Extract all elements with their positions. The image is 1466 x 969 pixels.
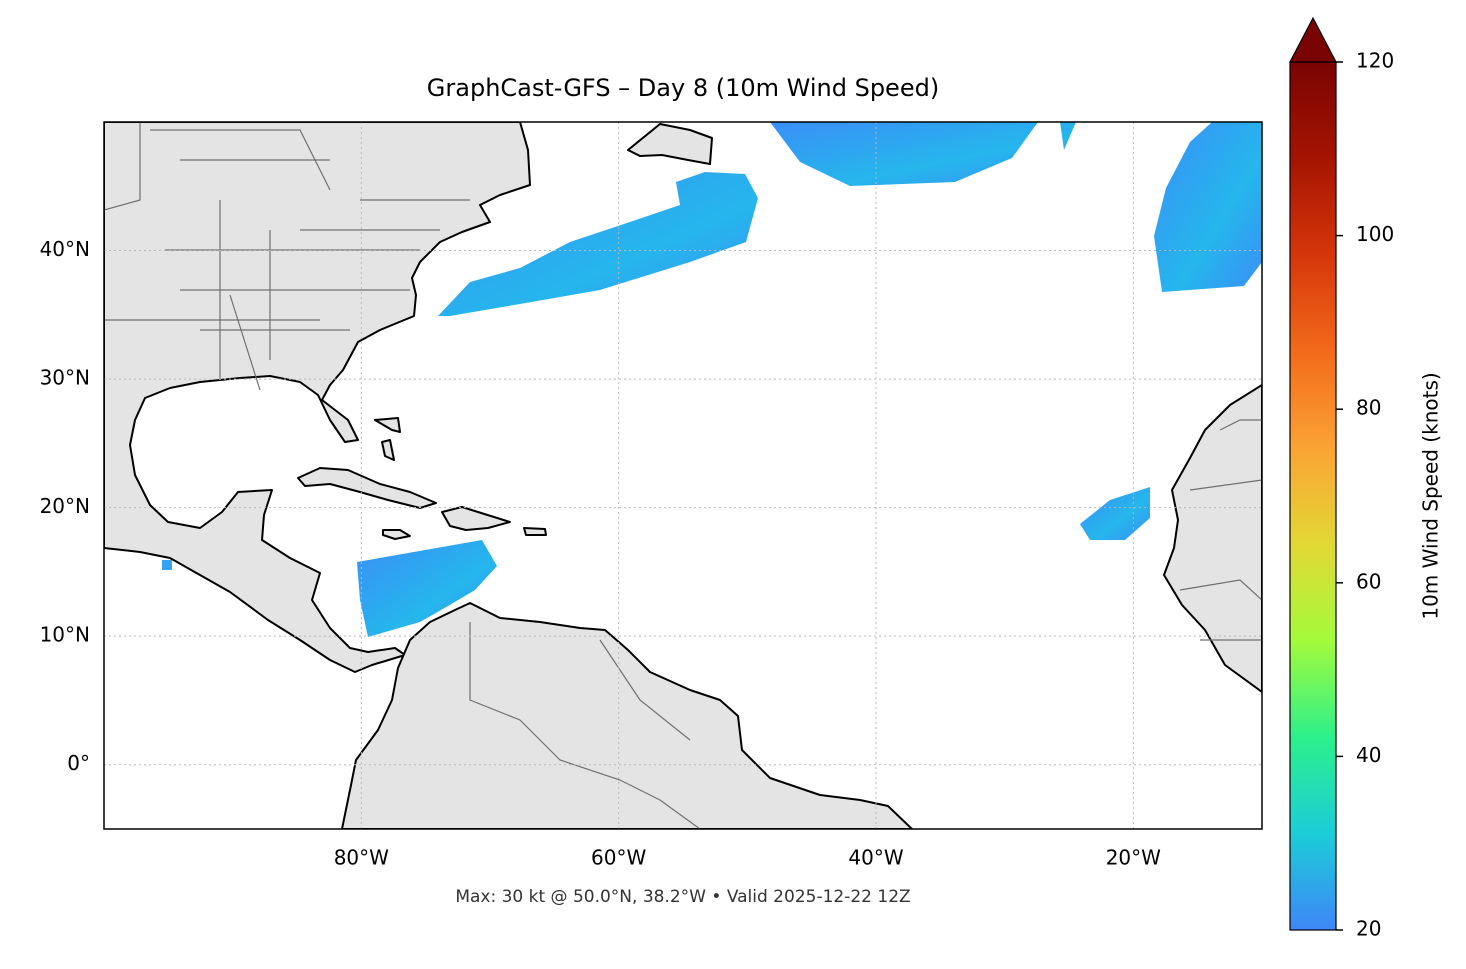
wind-patch	[162, 560, 172, 570]
colorbar-tick-label: 60	[1356, 569, 1381, 593]
colorbar-tick-label: 100	[1356, 222, 1394, 246]
colorbar-tick-label: 120	[1356, 49, 1394, 73]
jamaica	[382, 529, 411, 540]
y-tick-label: 20°N	[40, 494, 90, 518]
colorbar-extension	[1289, 16, 1337, 63]
x-tick-label: 60°W	[591, 846, 646, 870]
puerto-rico	[523, 527, 547, 536]
newfoundland	[627, 123, 713, 165]
y-tick-label: 30°N	[40, 366, 90, 390]
africa	[1163, 384, 1262, 693]
x-tick-label: 40°W	[848, 846, 903, 870]
basemap	[104, 122, 1262, 829]
cuba	[297, 467, 437, 509]
wind-patch	[1154, 122, 1262, 292]
caption: Max: 30 kt @ 50.0°N, 38.2°W • Valid 2025…	[455, 887, 910, 907]
colorbar-label: 10m Wind Speed (knots)	[1419, 372, 1443, 619]
wind-patch	[438, 172, 758, 316]
x-tick-label: 20°W	[1106, 846, 1161, 870]
y-tick-label: 10°N	[40, 623, 90, 647]
north-america	[104, 122, 531, 673]
y-tick-label: 0°	[67, 751, 90, 775]
wind-patch	[1080, 487, 1150, 540]
x-tick-label: 80°W	[334, 846, 389, 870]
colorbar	[1289, 61, 1337, 931]
y-tick-label: 40°N	[40, 237, 90, 261]
state-borders	[104, 122, 1262, 829]
wind-patch	[357, 540, 497, 637]
south-america	[341, 602, 913, 829]
bahamas	[374, 417, 401, 461]
map-frame	[103, 121, 1263, 830]
colorbar-tick-label: 80	[1356, 396, 1381, 420]
graticule	[104, 122, 1262, 829]
colorbar-tick-label: 40	[1356, 743, 1381, 767]
map-title: GraphCast-GFS – Day 8 (10m Wind Speed)	[427, 74, 939, 102]
colorbar-tick-label: 20	[1356, 917, 1381, 941]
wind-patch	[770, 122, 1076, 186]
